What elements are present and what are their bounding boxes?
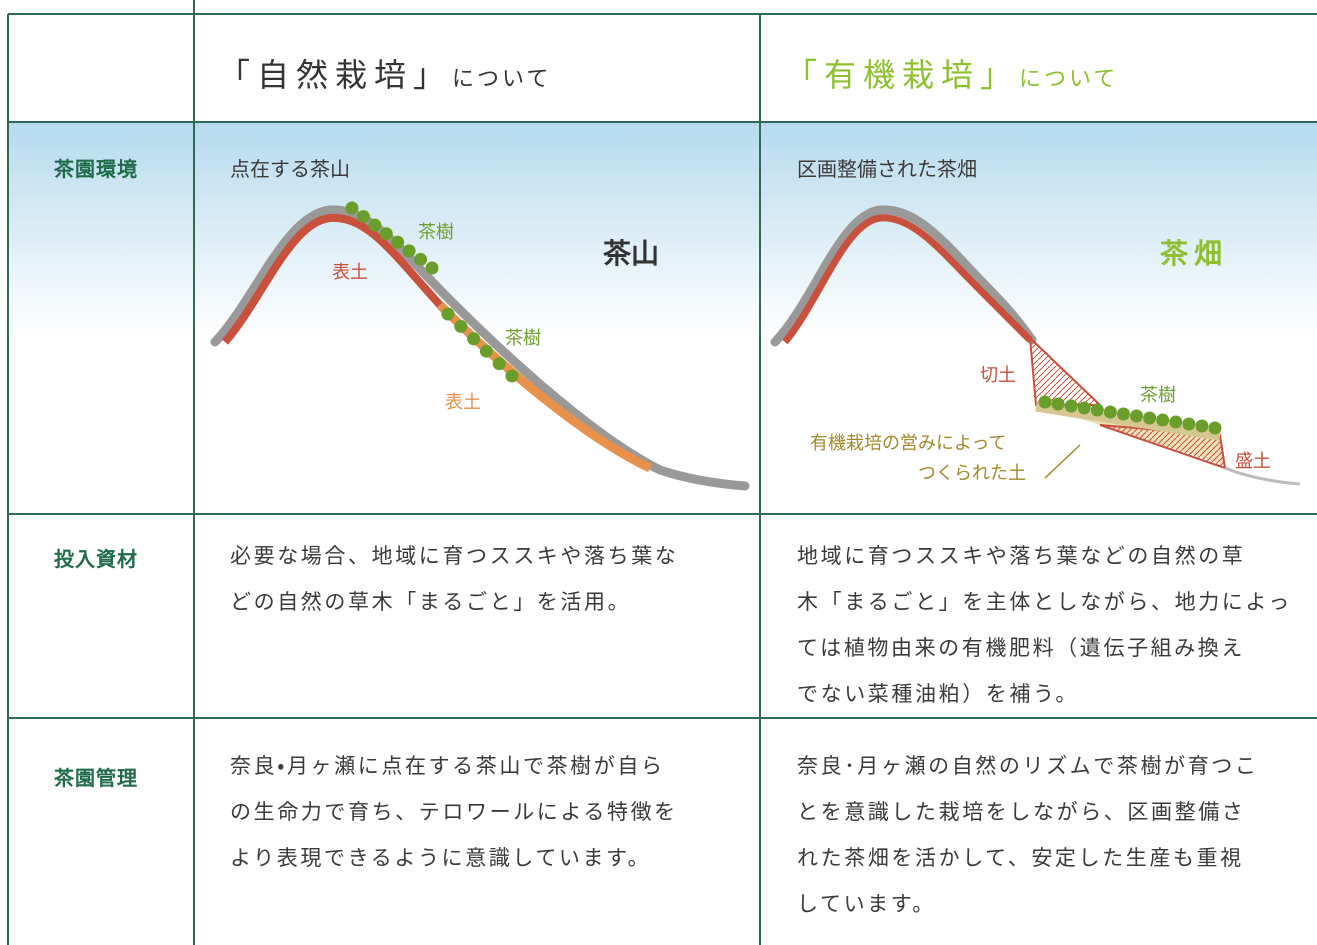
tea-bush xyxy=(505,369,519,383)
cell-text: より表現できるように意識しています。 xyxy=(230,846,652,870)
row-label: 茶園管理 xyxy=(54,766,138,790)
cell-text: しています。 xyxy=(797,892,936,916)
row-background xyxy=(9,122,1317,514)
cell-text: でない菜種油粕）を補う。 xyxy=(797,682,1079,706)
cell-text: 木「まるごと」を主体としながら、地力によっ xyxy=(797,590,1292,614)
tea-bush xyxy=(368,218,382,232)
illustration-right xyxy=(770,205,1301,486)
tea-bush xyxy=(1156,413,1170,427)
row-label: 投入資材 xyxy=(54,547,138,571)
table-lines xyxy=(7,0,1317,945)
cell-text: とを意識した栽培をしながら、区画整備さ xyxy=(797,800,1246,824)
tea-bush xyxy=(454,319,468,333)
caption: 点在する茶山 xyxy=(230,157,350,181)
header-suffix: について xyxy=(1019,67,1119,92)
tea-bush xyxy=(356,210,370,224)
tea-bush xyxy=(391,235,405,249)
cell-text: 必要な場合、地域に育つススキや落ち葉な xyxy=(230,544,679,568)
cell-text: 奈良・月ヶ瀬に点在する茶山で茶樹が自ら xyxy=(230,754,665,778)
illustration-title: 茶畑 xyxy=(1160,237,1229,270)
tea-bush xyxy=(1130,409,1144,423)
illustration-label: 茶樹 xyxy=(418,222,454,243)
tea-bush xyxy=(345,201,359,215)
tea-bush xyxy=(1182,417,1196,431)
illustration-label: 表土 xyxy=(332,262,368,283)
cell-text: れた茶畑を活かして、安定した生産も重視 xyxy=(797,846,1244,870)
cell-text: 奈良･月ヶ瀬の自然のリズムで茶樹が育つこ xyxy=(797,754,1259,778)
tea-bush xyxy=(425,261,439,275)
tea-bush xyxy=(1090,403,1104,417)
column-header: 「自然栽培」について xyxy=(218,50,551,96)
caption: 区画整備された茶畑 xyxy=(797,157,977,181)
illustration-label: 有機栽培の営みによって xyxy=(810,433,1007,454)
tea-bush xyxy=(1064,399,1078,413)
illustration-label: 表土 xyxy=(445,392,481,413)
tea-bush xyxy=(1169,415,1183,429)
header-title: 「有機栽培」 xyxy=(785,56,1020,94)
illustration-label: 切土 xyxy=(980,365,1016,386)
illustration-label: 茶樹 xyxy=(1140,385,1176,406)
tea-bush xyxy=(1116,407,1130,421)
tea-bush xyxy=(492,357,506,371)
tea-bush xyxy=(467,332,481,346)
tea-bush xyxy=(1038,395,1052,409)
illustration-label: つくられた土 xyxy=(918,463,1026,484)
cell-text: どの自然の草木「まるごと」を活用。 xyxy=(230,590,632,614)
tea-bush xyxy=(379,227,393,241)
header-suffix: について xyxy=(452,67,552,92)
column-header: 「有機栽培」について xyxy=(785,50,1118,96)
tea-bush xyxy=(1103,405,1117,419)
row-label: 茶園環境 xyxy=(54,157,138,181)
tea-bush xyxy=(414,252,428,266)
tea-bush xyxy=(1077,401,1091,415)
illustration-label: 盛土 xyxy=(1235,451,1271,472)
tea-bush xyxy=(441,307,455,321)
tea-bush xyxy=(402,244,416,258)
tea-bush xyxy=(1143,411,1157,425)
illustration-left xyxy=(210,201,750,491)
illustration-label: 茶樹 xyxy=(505,328,541,349)
tea-bush xyxy=(479,344,493,358)
tea-bush xyxy=(1208,421,1222,435)
cell-text: の生命力で育ち、テロワールによる特徴を xyxy=(230,800,678,824)
illustration-title: 茶山 xyxy=(603,237,660,270)
tea-bush xyxy=(1051,397,1065,411)
cell-text: ては植物由来の有機肥料（遺伝子組み換え xyxy=(797,636,1245,660)
cell-text: 地域に育つススキや落ち葉などの自然の草 xyxy=(797,544,1246,568)
header-title: 「自然栽培」 xyxy=(218,56,453,94)
tea-bush xyxy=(1195,419,1209,433)
